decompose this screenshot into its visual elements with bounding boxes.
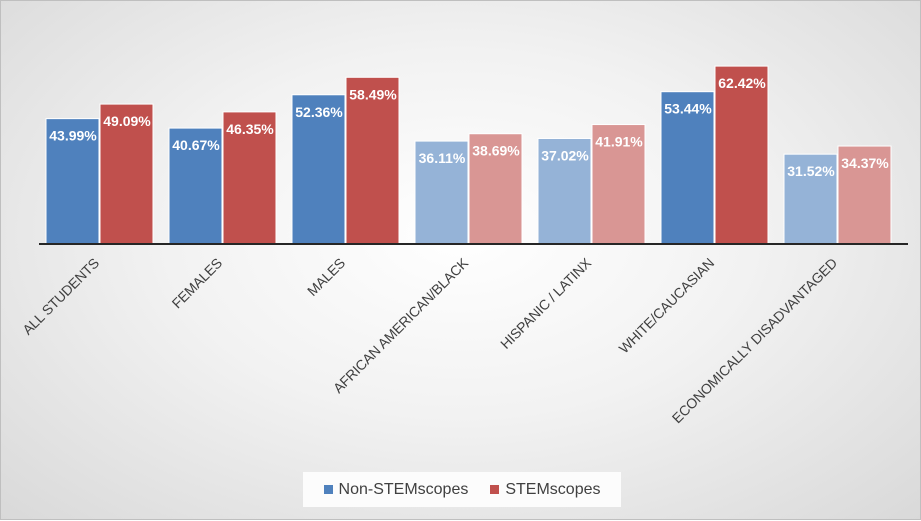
category-label: WHITE/CAUCASIAN — [616, 255, 718, 357]
legend-swatch-non-stemscopes — [323, 485, 333, 494]
data-label: 53.44% — [664, 101, 712, 117]
legend-item-stemscopes: STEMscopes — [490, 481, 600, 499]
data-label: 34.37% — [841, 155, 889, 171]
category-label: HISPANIC / LATINX — [497, 254, 595, 352]
bar-non-stemscopes — [783, 153, 838, 245]
bar-stemscopes — [468, 133, 523, 245]
category-label: AFRICAN AMERICAN/BLACK — [330, 254, 472, 396]
bar-non-stemscopes — [291, 94, 346, 245]
bar-non-stemscopes — [45, 118, 100, 245]
bar-stemscopes — [591, 124, 646, 245]
legend-swatch-stemscopes — [490, 485, 500, 494]
bar-non-stemscopes — [660, 91, 715, 245]
data-label: 40.67% — [172, 137, 220, 153]
category-label: MALES — [304, 255, 348, 299]
data-label: 41.91% — [595, 134, 643, 150]
legend-label-non-stemscopes: Non-STEMscopes — [338, 480, 469, 498]
data-label: 49.09% — [103, 113, 151, 129]
bar-stemscopes — [222, 111, 277, 245]
bar-stemscopes — [99, 103, 154, 245]
legend-label-stemscopes: STEMscopes — [505, 480, 601, 498]
legend-item-non-stemscopes: Non-STEMscopes — [323, 480, 469, 499]
bar-non-stemscopes — [168, 127, 223, 245]
data-label: 58.49% — [349, 86, 397, 102]
bar-stemscopes — [345, 76, 400, 245]
legend: Non-STEMscopes STEMscopes — [303, 472, 621, 507]
data-label: 38.69% — [472, 143, 520, 159]
category-label: ALL STUDENTS — [19, 255, 102, 338]
category-label: FEMALES — [169, 255, 226, 312]
data-label: 52.36% — [295, 104, 343, 120]
data-label: 37.02% — [541, 147, 589, 163]
data-label: 43.99% — [49, 128, 97, 144]
data-label: 36.11% — [419, 150, 466, 166]
bar-stemscopes — [714, 65, 769, 245]
data-label: 31.52% — [787, 163, 835, 179]
data-label: 46.35% — [226, 121, 274, 137]
data-label: 62.42% — [718, 75, 766, 91]
